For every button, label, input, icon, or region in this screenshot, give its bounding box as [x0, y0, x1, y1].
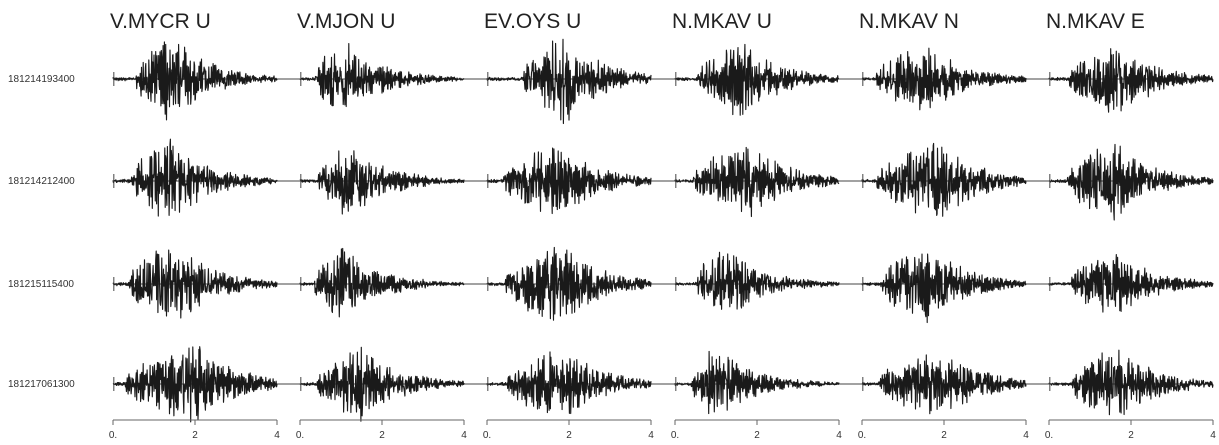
waveform-trace [674, 146, 840, 218]
waveform-traces [112, 38, 1214, 423]
x-tick-label: 2 [566, 430, 572, 441]
event-label: 181214212400 [8, 176, 75, 187]
x-tick-label: 0. [296, 430, 304, 441]
x-tick-label: 0. [1045, 430, 1053, 441]
waveform-trace [112, 249, 278, 319]
waveform-trace [861, 142, 1027, 217]
x-tick-label: 0. [483, 430, 491, 441]
x-tick-label: 0. [858, 430, 866, 441]
event-label: 181214193400 [8, 74, 75, 85]
x-tick-label: 4 [461, 430, 467, 441]
station-titles: V.MYCR U V.MJON U EV.OYS U N.MKAV U N.MKAV N… [110, 10, 1145, 33]
x-tick-label: 2 [1128, 430, 1134, 441]
waveform-trace [299, 346, 465, 422]
waveform-trace [861, 253, 1027, 324]
station-title: N.MKAV U [672, 10, 772, 33]
waveform-trace [112, 346, 278, 423]
x-tick-label: 2 [192, 430, 198, 441]
waveform-trace [861, 47, 1027, 111]
waveform-trace [674, 43, 840, 116]
waveform-trace [674, 350, 840, 415]
waveform-trace [674, 251, 840, 310]
waveform-trace [112, 138, 278, 217]
waveform-trace [486, 147, 652, 215]
waveform-trace [1048, 48, 1214, 113]
waveform-trace [299, 43, 465, 108]
waveform-trace [1048, 143, 1214, 221]
x-tick-label: 4 [648, 430, 654, 441]
x-tick-label: 2 [754, 430, 760, 441]
event-label: 181217061300 [8, 379, 75, 390]
event-labels: 181214193400 181214212400 181215115400 1812… [8, 74, 75, 390]
waveform-trace [299, 150, 465, 215]
x-tick-label: 0. [109, 430, 117, 441]
waveform-trace [1048, 254, 1214, 313]
waveform-trace [486, 351, 652, 415]
event-label: 181215115400 [8, 279, 74, 290]
waveform-trace [112, 41, 278, 121]
station-title: V.MJON U [297, 10, 395, 33]
station-title: EV.OYS U [484, 10, 581, 33]
x-tick-label: 4 [1210, 430, 1216, 441]
station-title: N.MKAV E [1046, 10, 1145, 33]
x-tick-label: 4 [1023, 430, 1029, 441]
x-tick-label: 0. [671, 430, 679, 441]
waveform-trace [486, 246, 652, 321]
x-tick-label: 4 [836, 430, 842, 441]
waveform-trace [861, 354, 1027, 415]
x-tick-label: 2 [379, 430, 385, 441]
waveform-trace [299, 247, 465, 318]
waveform-trace [1048, 349, 1214, 416]
station-title: V.MYCR U [110, 10, 211, 33]
waveform-trace [486, 38, 652, 125]
x-tick-label: 2 [941, 430, 947, 441]
station-title: N.MKAV N [859, 10, 959, 33]
x-tick-label: 4 [274, 430, 280, 441]
time-axes: 0. 2 4 0. 2 4 0. 2 4 0. 2 4 0. 2 4 0. 2 4 [109, 419, 1216, 441]
